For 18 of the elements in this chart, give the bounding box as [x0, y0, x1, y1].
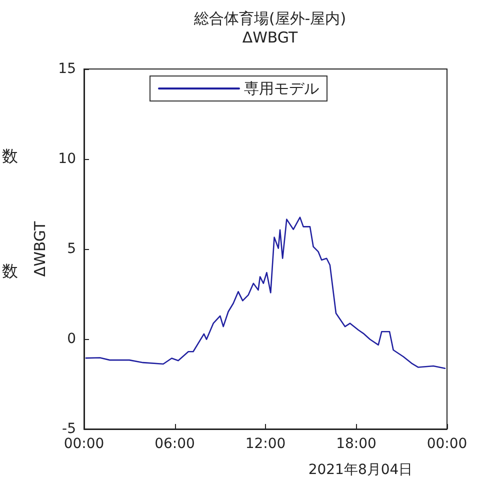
y-tick-label: 5 [67, 241, 76, 257]
text: 専用モデル [244, 80, 319, 98]
text: 数 [2, 262, 18, 280]
line-series [85, 216, 446, 369]
x-axis-title: 2021年8月04日 [308, 462, 413, 478]
x-tick-label: 18:00 [336, 436, 376, 452]
y-tick-label: 10 [58, 151, 76, 167]
y-tick-label: 0 [67, 331, 76, 347]
x-tick-label: 06:00 [154, 436, 195, 452]
y-tick-label: -5 [62, 421, 76, 437]
y-axis-title: ΔWBGT [30, 220, 49, 277]
text: 数 [2, 146, 18, 166]
chart-subtitle: ΔWBGT [242, 28, 299, 46]
x-tick-label: 12:00 [245, 436, 286, 452]
y-tick-label: 15 [58, 61, 76, 77]
x-tick-label: 00:00 [64, 436, 104, 452]
x-tick-label: 00:00 [426, 436, 468, 452]
chart-title: 総合体育場(屋外-屋内) [192, 10, 346, 28]
